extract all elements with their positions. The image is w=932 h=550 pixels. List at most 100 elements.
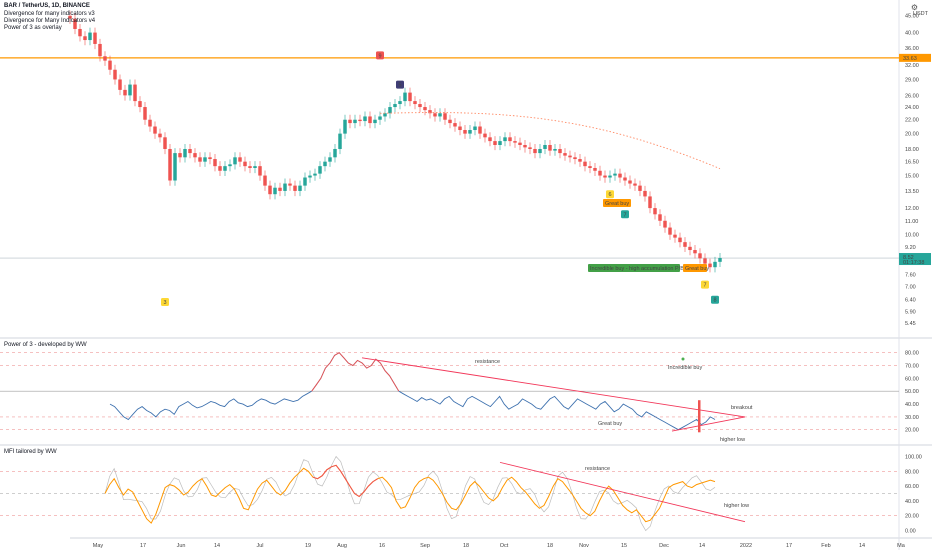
power3-annotation: breakout (731, 405, 753, 411)
time-tick-label: 18 (463, 543, 469, 549)
price-tick-label: 7.60 (905, 273, 916, 279)
power3-tick-label: 30.00 (905, 415, 919, 421)
candle-body (78, 28, 82, 37)
candle-body (328, 157, 332, 162)
candle-body (398, 101, 402, 105)
candle-body (673, 234, 677, 238)
signal-annotation-box (603, 199, 631, 207)
indicator-label-2[interactable]: Divergence for Many Indicators v4 (4, 18, 96, 24)
power3-higher-low-line (671, 416, 746, 432)
candle-body (233, 157, 237, 165)
indicator-label-1[interactable]: Divergence for many indicators v3 (4, 11, 95, 17)
candle-body (613, 173, 617, 176)
candle-body (358, 119, 362, 122)
candle-body (558, 148, 562, 154)
candle-body (283, 183, 287, 191)
price-tick-label: 7.00 (905, 285, 916, 291)
mfi-annotation: higher low (724, 503, 749, 509)
candle-body (213, 159, 217, 167)
candle-body (498, 141, 502, 145)
time-tick-label: Aug (337, 543, 347, 549)
candle-body (163, 137, 167, 149)
candle-body (693, 250, 697, 254)
candle-body (688, 246, 692, 251)
signal-marker-label: 7 (704, 283, 707, 289)
candle-body (658, 214, 662, 221)
candle-body (578, 159, 582, 162)
indicator-label-3[interactable]: Power of 3 as overlay (4, 25, 62, 31)
mfi-ghost-line (104, 455, 716, 532)
candle-body (168, 148, 172, 181)
signal-marker (161, 298, 169, 307)
candle-body (463, 130, 467, 134)
power3-panel-title[interactable]: Power of 3 - developed by WW (4, 342, 87, 348)
time-tick-label: 14 (214, 543, 220, 549)
candle-body (663, 220, 667, 228)
candle-body (103, 56, 107, 61)
mfi-tick-label: 80.00 (905, 469, 919, 475)
candle-body (593, 167, 597, 171)
candle-body (583, 161, 587, 167)
countdown-value: 01:17:38 (903, 260, 924, 266)
time-tick-label: 14 (859, 543, 865, 549)
candle-body (173, 153, 177, 181)
time-tick-label: Dec (659, 543, 669, 549)
candle-body (503, 137, 507, 142)
time-tick-label: Jul (256, 543, 263, 549)
candle-body (433, 113, 437, 117)
mfi-tick-label: 40.00 (905, 499, 919, 505)
time-tick-label: 17 (786, 543, 792, 549)
candle-body (513, 141, 517, 143)
incredible-buy-dot (681, 357, 685, 361)
candle-body (238, 157, 242, 162)
candle-body (563, 153, 567, 156)
price-tick-label: 16.50 (905, 160, 919, 166)
horizontal-level-tag (899, 53, 931, 62)
mfi-tick-label: 20.00 (905, 514, 919, 520)
candle-body (348, 119, 352, 124)
power3-annotation: Incredible buy (668, 365, 702, 371)
mfi-panel-title[interactable]: MFI tailored by WW (4, 449, 57, 455)
power3-line (109, 352, 716, 431)
candle-body (598, 170, 602, 176)
candle-body (303, 177, 307, 186)
mfi-line (104, 464, 716, 524)
candle-body (268, 185, 272, 195)
signal-marker (606, 190, 614, 199)
candle-body (533, 148, 537, 154)
candle-body (573, 157, 577, 160)
price-tick-label: 9.20 (905, 245, 916, 251)
candle-body (68, 15, 72, 19)
candle-body (123, 89, 127, 96)
price-tick-label: 20.00 (905, 132, 919, 138)
candle-body (308, 175, 312, 178)
power3-tick-label: 20.00 (905, 428, 919, 434)
overlay-dotted-curve (379, 112, 721, 170)
candle-body (353, 119, 357, 124)
time-tick-label: May (93, 543, 104, 549)
gear-icon[interactable]: ⚙ (910, 3, 918, 12)
candle-body (608, 175, 612, 178)
candle-body (138, 101, 142, 108)
candle-body (483, 133, 487, 138)
candle-body (703, 258, 707, 264)
candle-body (383, 113, 387, 117)
candle-body (313, 173, 317, 176)
signal-marker-label: 6 (609, 192, 612, 198)
signal-annotation-box (683, 264, 707, 272)
candle-body (128, 84, 132, 96)
candle-body (378, 116, 382, 120)
candle-body (198, 157, 202, 162)
currency-label: USDT (913, 11, 928, 17)
price-tick-label: 10.00 (905, 233, 919, 239)
time-tick-label: 17 (140, 543, 146, 549)
candle-body (368, 116, 372, 124)
candle-body (158, 133, 162, 138)
time-tick-label: Ma (897, 543, 906, 549)
candle-body (443, 113, 447, 120)
price-tick-label: 40.00 (905, 31, 919, 37)
candle-body (478, 126, 482, 134)
mfi-tick-label: 100.00 (905, 454, 922, 460)
horizontal-level-value: 33.63 (903, 56, 917, 62)
